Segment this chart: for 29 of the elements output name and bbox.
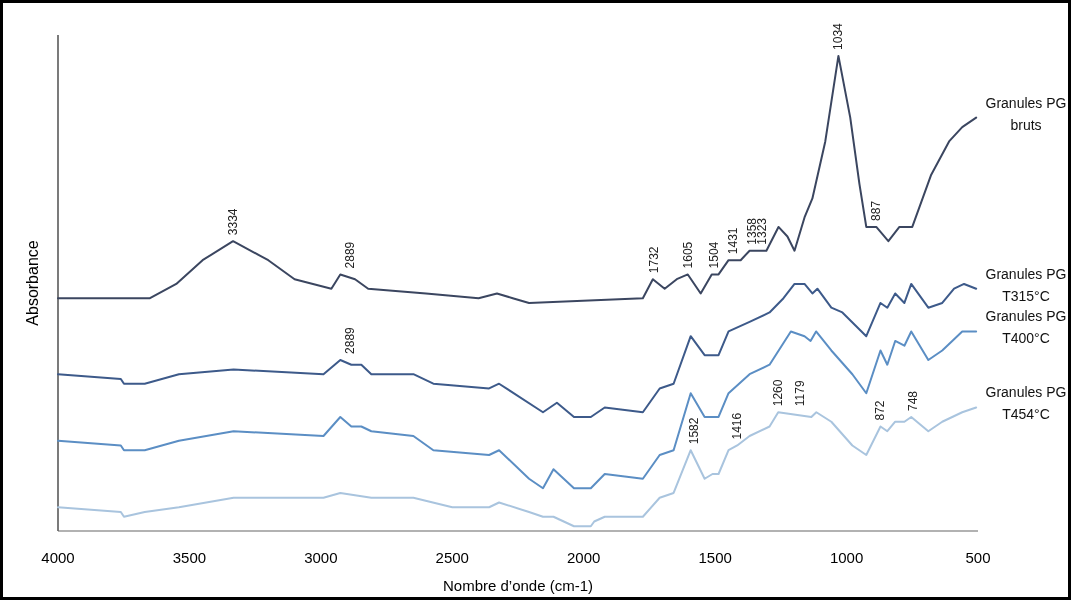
series-label: Granules PG bruts	[985, 94, 1067, 133]
annotation: 1504	[707, 241, 722, 269]
x-axis-title: Nombre d’onde (cm-1)	[442, 577, 594, 594]
annotation: 3334	[226, 208, 241, 236]
annotation: 887	[869, 200, 884, 221]
x-tick-label: 4000	[41, 549, 75, 566]
series-label: Granules PG T400°C	[985, 308, 1067, 347]
x-tick-label: 1500	[698, 549, 732, 566]
annotation: 748	[905, 390, 920, 411]
annotation: 1034	[830, 22, 845, 50]
x-tick-label: 3000	[304, 549, 338, 566]
x-tick-label: 2000	[567, 549, 601, 566]
x-tick-label: 3500	[172, 549, 207, 566]
annotation: 1416	[730, 412, 745, 440]
annotation: 1260	[771, 379, 786, 407]
y-axis-title: Absorbance	[24, 240, 41, 326]
annotation: 1732	[647, 246, 662, 274]
x-tick-label: 2500	[435, 549, 469, 566]
annotation: 1582	[686, 417, 701, 445]
annotation: 1605	[680, 241, 695, 269]
annotation: 2889	[343, 326, 358, 354]
x-tick-label: 1000	[829, 549, 864, 566]
annotation: 1431	[726, 227, 741, 255]
x-tick-label: 500	[965, 549, 991, 566]
annotation: 872	[873, 400, 888, 421]
series-label: Granules PG T454°C	[985, 384, 1067, 423]
annotation: 1179	[792, 380, 807, 407]
series-label: Granules PG T315°C	[985, 265, 1067, 304]
annotation: 2889	[343, 241, 358, 269]
